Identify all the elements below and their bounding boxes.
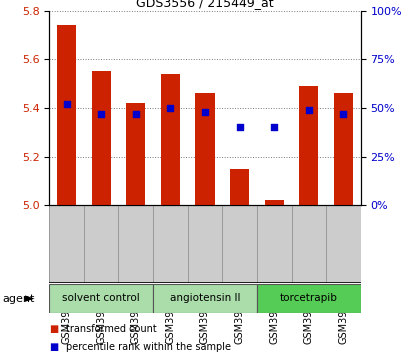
Bar [333,93,352,205]
Title: GDS3556 / 215449_at: GDS3556 / 215449_at [136,0,273,10]
Bar [229,169,249,205]
Point [167,105,173,111]
Bar [91,72,110,205]
Text: angiotensin II: angiotensin II [169,293,240,303]
Bar [264,200,283,205]
Bar [299,86,318,205]
Text: torcetrapib: torcetrapib [279,293,337,303]
Bar [49,284,153,313]
Bar [256,284,360,313]
Text: transformed count: transformed count [65,324,156,334]
Point [270,125,277,130]
Point [63,101,70,107]
Point [339,111,346,117]
Bar [195,93,214,205]
Text: agent: agent [2,294,34,304]
Bar [126,103,145,205]
Point [98,111,104,117]
Bar [160,74,180,205]
Text: percentile rank within the sample: percentile rank within the sample [65,342,230,352]
Text: ■: ■ [49,342,58,352]
Point [305,107,311,113]
Point [201,109,208,115]
Text: ■: ■ [49,324,58,334]
Point [236,125,242,130]
Point [132,111,139,117]
Bar [153,284,256,313]
Text: ►: ► [25,293,35,306]
Text: solvent control: solvent control [62,293,139,303]
Bar [57,25,76,205]
